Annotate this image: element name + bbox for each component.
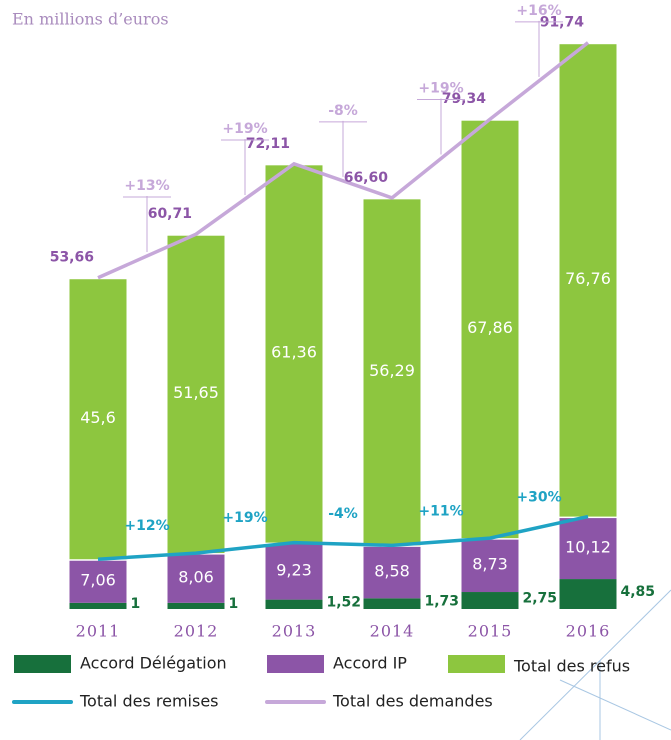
bar [461, 592, 519, 609]
data-label: 9,23 [276, 561, 312, 580]
data-label: 53,66 [50, 250, 94, 266]
data-label: 91,74 [540, 15, 585, 31]
legend-swatch [14, 655, 71, 673]
data-label: 8,58 [374, 561, 410, 580]
x-tick-label: 2014 [370, 622, 415, 641]
legend-swatch [267, 655, 324, 673]
bar [69, 602, 127, 609]
data-label: 1 [131, 596, 141, 612]
bar [69, 560, 127, 603]
data-label: 76,76 [565, 269, 611, 288]
bar [167, 554, 225, 603]
change-label: +19% [222, 510, 267, 526]
change-label: +19% [222, 121, 267, 137]
bar [363, 598, 421, 609]
x-tick-label: 2013 [272, 622, 317, 641]
change-label: +30% [516, 489, 561, 505]
legend-label: Accord Délégation [80, 654, 227, 673]
data-label: 61,36 [271, 343, 317, 362]
data-label: 66,60 [344, 170, 389, 186]
line [97, 41, 590, 280]
chart-title: En millions d’euros [12, 10, 169, 29]
data-label: 1,73 [425, 594, 460, 610]
data-label: 8,06 [178, 567, 214, 586]
data-label: 60,71 [148, 206, 192, 222]
bar [363, 199, 421, 546]
x-tick-label: 2016 [566, 622, 611, 641]
data-label: 10,12 [565, 537, 611, 556]
change-label: +19% [418, 81, 463, 97]
change-label: +13% [124, 178, 169, 194]
decoration [519, 589, 671, 740]
x-tick-label: 2015 [468, 622, 513, 641]
data-label: 45,6 [80, 408, 116, 427]
change-label: -4% [328, 506, 358, 522]
bar [265, 544, 323, 600]
bar [559, 579, 617, 609]
bar [265, 599, 323, 609]
change-label: +16% [516, 3, 561, 19]
data-label: 7,06 [80, 571, 116, 590]
data-label: 1 [229, 596, 239, 612]
bar [363, 546, 421, 599]
bar [559, 44, 617, 517]
legend-label: Total des refus [513, 657, 630, 676]
bar [69, 279, 127, 560]
data-label: 72,11 [246, 136, 290, 152]
data-label: 8,73 [472, 555, 508, 574]
bar [559, 518, 617, 580]
data-label: 67,86 [467, 318, 513, 337]
x-tick-label: 2012 [174, 622, 219, 641]
bar [167, 602, 225, 609]
change-label: +12% [124, 518, 169, 534]
legend-label: Accord IP [333, 654, 407, 673]
bar [461, 120, 519, 539]
line [97, 514, 589, 561]
x-tick-label: 2011 [76, 622, 121, 641]
data-label: 1,52 [327, 594, 362, 610]
data-label: 51,65 [173, 383, 219, 402]
change-label: -8% [328, 103, 358, 119]
legend-label: Total des remises [79, 692, 219, 711]
legend-label: Total des demandes [332, 692, 493, 711]
bar [167, 235, 225, 554]
legend-swatch [448, 655, 505, 673]
data-label: 56,29 [369, 361, 415, 380]
bar [461, 539, 519, 593]
bar [265, 165, 323, 543]
data-label: 4,85 [621, 584, 656, 600]
data-label: 2,75 [523, 591, 558, 607]
change-label: +11% [418, 504, 463, 520]
